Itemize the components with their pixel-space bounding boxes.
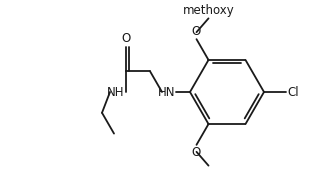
Text: NH: NH	[106, 85, 124, 98]
Text: O: O	[122, 32, 131, 45]
Text: O: O	[192, 146, 201, 159]
Text: Cl: Cl	[287, 85, 299, 98]
Text: O: O	[192, 25, 201, 38]
Text: HN: HN	[158, 85, 175, 98]
Text: methoxy: methoxy	[183, 4, 234, 17]
